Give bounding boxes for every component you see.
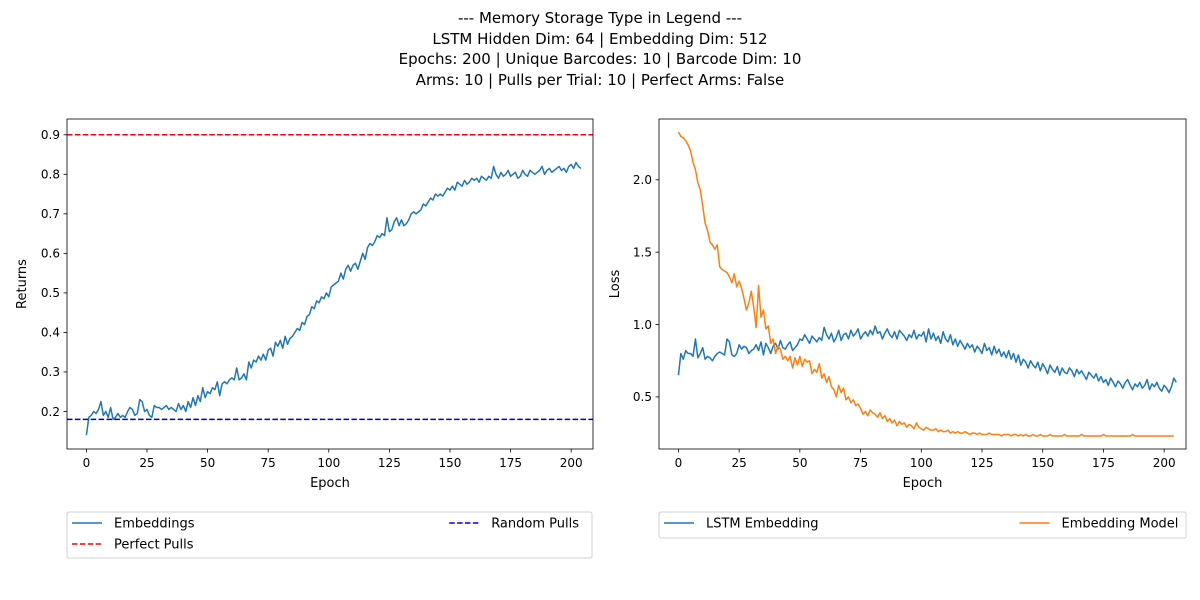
legend-label-embedding-model: Embedding Model xyxy=(1062,517,1179,532)
figure-title: --- Memory Storage Type in Legend --- LS… xyxy=(0,8,1200,90)
legend-entry-lstm-embedding: LSTM Embedding xyxy=(664,517,819,532)
title-line-1: --- Memory Storage Type in Legend --- xyxy=(457,9,742,27)
y-tick-label: 2.0 xyxy=(633,173,652,187)
legend-label-embeddings: Embeddings xyxy=(114,517,195,532)
y-tick-label: 0.6 xyxy=(41,247,60,261)
legend-frame xyxy=(658,511,1187,539)
title-line-4: Arms: 10 | Pulls per Trial: 10 | Perfect… xyxy=(415,70,785,89)
legend-entry-embeddings: Embeddings xyxy=(72,517,195,532)
y-tick-label: 0.9 xyxy=(41,128,60,142)
returns-chart: 0 25 50 75 100 125 150 175 200 0.2 0.3 0.4 0.5 0.6 0.7… xyxy=(15,118,594,559)
x-tick-label: 50 xyxy=(792,456,807,470)
loss-chart: 0 25 50 75 100 125 150 175 200 0.5 1.0 1.5 2.0 Epoch L… xyxy=(608,118,1187,539)
legend-label-lstm-embedding: LSTM Embedding xyxy=(706,517,819,532)
plot-area xyxy=(677,131,1177,437)
legend: LSTM Embedding Embedding Model xyxy=(658,511,1187,539)
axes-frame xyxy=(658,118,1187,450)
y-tick-label: 0.4 xyxy=(41,326,60,340)
legend-label-random-pulls: Random Pulls xyxy=(491,517,579,532)
series-line-lstm-embedding xyxy=(677,325,1177,394)
x-tick-label: 25 xyxy=(139,456,154,470)
x-axis-label: Epoch xyxy=(310,476,350,491)
y-tick-label: 0.2 xyxy=(41,405,60,419)
x-tick-label: 100 xyxy=(317,456,340,470)
series-line-embedding-model xyxy=(677,131,1174,437)
x-tick-label: 125 xyxy=(378,456,401,470)
axes-frame xyxy=(66,118,594,450)
legend-entry-perfect-pulls: Perfect Pulls xyxy=(72,538,194,553)
x-tick-label: 175 xyxy=(1092,456,1115,470)
plot-area xyxy=(67,134,593,436)
y-tick-label: 1.5 xyxy=(633,245,652,259)
series-line-embeddings xyxy=(85,161,582,436)
x-tick-label: 150 xyxy=(439,456,462,470)
y-tick-label: 0.5 xyxy=(41,286,60,300)
legend-entry-embedding-model: Embedding Model xyxy=(1019,517,1179,532)
x-tick-label: 75 xyxy=(853,456,868,470)
legend-label-perfect-pulls: Perfect Pulls xyxy=(114,538,194,553)
x-tick-label: 200 xyxy=(560,456,583,470)
x-tick-label: 200 xyxy=(1153,456,1176,470)
x-tick-label: 150 xyxy=(1031,456,1054,470)
y-tick-label: 0.5 xyxy=(633,390,652,404)
x-axis-label: Epoch xyxy=(903,476,943,491)
y-tick-label: 0.8 xyxy=(41,168,60,182)
legend: Embeddings Perfect Pulls Random Pulls xyxy=(66,511,593,559)
y-axis-label: Loss xyxy=(608,270,623,299)
y-axis-label: Returns xyxy=(15,259,30,309)
x-tick-label: 50 xyxy=(200,456,215,470)
title-line-2: LSTM Hidden Dim: 64 | Embedding Dim: 512 xyxy=(432,29,768,48)
y-tick-label: 0.7 xyxy=(41,207,60,221)
legend-entry-random-pulls: Random Pulls xyxy=(449,517,579,532)
y-tick-label: 0.3 xyxy=(41,365,60,379)
x-tick-label: 0 xyxy=(675,456,683,470)
title-line-3: Epochs: 200 | Unique Barcodes: 10 | Barc… xyxy=(398,50,802,68)
x-tick-label: 125 xyxy=(971,456,994,470)
x-tick-label: 75 xyxy=(261,456,276,470)
y-tick-label: 1.0 xyxy=(633,318,652,332)
x-tick-label: 100 xyxy=(910,456,933,470)
x-tick-label: 0 xyxy=(83,456,91,470)
x-tick-label: 25 xyxy=(732,456,747,470)
x-tick-label: 175 xyxy=(499,456,522,470)
